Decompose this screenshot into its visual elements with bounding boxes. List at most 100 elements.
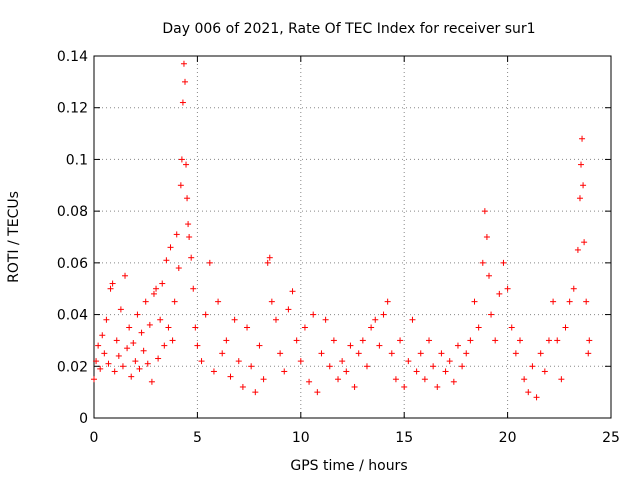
data-point <box>109 280 116 287</box>
y-tick-label: 0.12 <box>57 101 88 117</box>
data-point <box>413 368 420 375</box>
data-point <box>322 316 329 323</box>
data-point <box>194 342 201 349</box>
data-point <box>289 288 296 295</box>
data-point <box>430 363 437 370</box>
data-point <box>566 298 573 305</box>
data-point <box>169 337 176 344</box>
data-point <box>326 363 333 370</box>
data-point <box>504 285 511 292</box>
data-point <box>157 316 164 323</box>
data-point <box>277 350 284 357</box>
data-point <box>248 363 255 370</box>
data-point <box>550 298 557 305</box>
data-point <box>570 285 577 292</box>
data-point <box>244 324 251 331</box>
data-point <box>397 337 404 344</box>
data-point <box>159 280 166 287</box>
data-point <box>210 368 217 375</box>
data-point <box>471 298 478 305</box>
data-point <box>101 350 108 357</box>
data-point <box>202 311 209 318</box>
x-tick-label: 5 <box>193 430 202 446</box>
data-point <box>388 350 395 357</box>
data-point <box>301 324 308 331</box>
data-point <box>330 337 337 344</box>
data-point <box>488 311 495 318</box>
data-point <box>198 358 205 365</box>
data-point <box>512 350 519 357</box>
data-point <box>392 376 399 383</box>
data-point <box>454 342 461 349</box>
data-point <box>171 298 178 305</box>
data-point <box>122 272 129 279</box>
data-point <box>492 337 499 344</box>
data-point <box>185 221 192 228</box>
data-point <box>380 311 387 318</box>
data-point <box>142 298 149 305</box>
data-point <box>192 324 199 331</box>
data-point <box>93 358 100 365</box>
data-point <box>421 376 428 383</box>
data-point <box>384 298 391 305</box>
y-axis-label: ROTI / TECUs <box>6 191 22 283</box>
data-point <box>500 259 507 266</box>
data-point <box>146 321 153 328</box>
data-point <box>183 161 190 168</box>
data-point <box>459 363 466 370</box>
data-point <box>339 358 346 365</box>
data-point <box>481 208 488 215</box>
data-point <box>180 60 187 67</box>
data-point <box>91 376 97 383</box>
data-point <box>206 259 213 266</box>
data-point <box>335 376 342 383</box>
data-point <box>239 383 246 390</box>
data-point <box>231 316 238 323</box>
data-point <box>107 285 114 292</box>
data-point <box>181 78 188 85</box>
data-point <box>235 358 242 365</box>
data-point <box>485 272 492 279</box>
data-point <box>529 363 536 370</box>
data-point <box>479 259 486 266</box>
data-point <box>188 254 195 261</box>
data-point <box>376 342 383 349</box>
data-point <box>167 244 174 251</box>
data-point <box>184 195 191 202</box>
data-point <box>558 376 565 383</box>
data-point <box>153 285 160 292</box>
data-point <box>310 311 317 318</box>
data-point <box>405 358 412 365</box>
data-point <box>347 342 354 349</box>
data-point <box>359 337 366 344</box>
grid-lines <box>94 56 611 418</box>
data-point <box>363 363 370 370</box>
data-point <box>150 290 157 297</box>
data-point <box>521 376 528 383</box>
data-point <box>97 365 104 372</box>
data-point <box>281 368 288 375</box>
data-point <box>351 383 358 390</box>
data-point <box>126 324 133 331</box>
data-point <box>99 332 106 339</box>
y-axis-ticks: 0 0.02 0.04 0.06 0.08 0.1 0.12 0.14 <box>57 49 611 427</box>
data-point <box>111 368 118 375</box>
data-point <box>124 345 131 352</box>
data-point <box>268 298 275 305</box>
data-point <box>297 358 304 365</box>
data-point <box>119 363 126 370</box>
data-point <box>463 350 470 357</box>
data-points <box>91 60 593 401</box>
data-point <box>132 358 139 365</box>
x-tick-label: 25 <box>602 430 620 446</box>
data-point <box>155 355 162 362</box>
data-point <box>541 368 548 375</box>
data-point <box>219 350 226 357</box>
y-tick-label: 0.06 <box>57 256 88 272</box>
data-point <box>545 337 552 344</box>
data-point <box>355 350 362 357</box>
data-point <box>438 350 445 357</box>
data-point <box>434 383 441 390</box>
data-point <box>508 324 515 331</box>
